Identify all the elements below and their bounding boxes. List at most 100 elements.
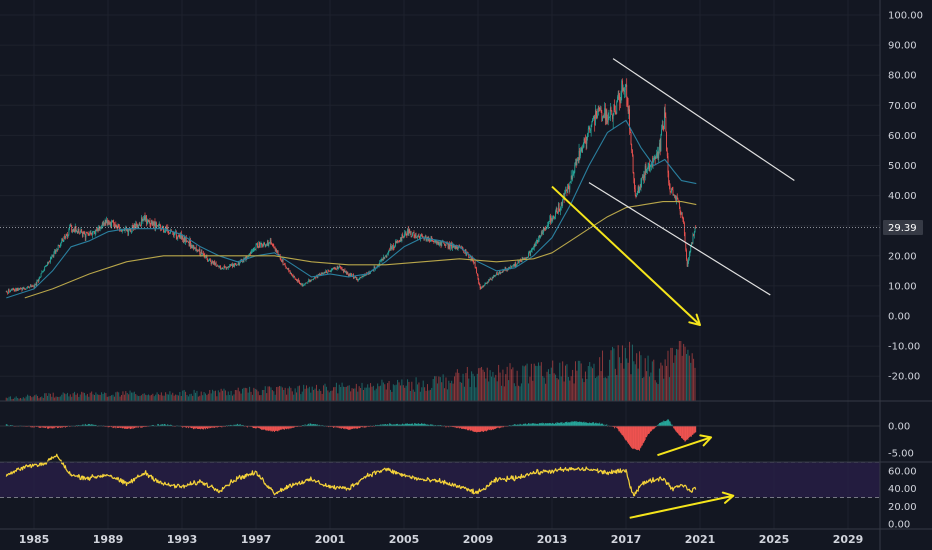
volume-bar [664, 359, 666, 401]
oscillator-bar [6, 424, 8, 426]
trendline-white[interactable] [588, 182, 771, 296]
candle [239, 262, 241, 266]
candle [501, 272, 502, 273]
trendline-yellow[interactable] [629, 491, 735, 519]
candle [12, 287, 14, 291]
volume-bar [79, 394, 81, 401]
oscillator-bar [631, 426, 633, 449]
trendline-yellow[interactable] [551, 185, 701, 326]
oscillator-bar [217, 426, 219, 428]
candle [616, 100, 618, 115]
oscillator-bar [86, 425, 88, 426]
time-tick-label: 2025 [759, 533, 790, 546]
oscillator-bar [687, 426, 689, 440]
candle [136, 224, 138, 229]
volume-bar [249, 386, 251, 401]
trendline-layer[interactable] [0, 58, 880, 519]
oscillator-bar [288, 426, 290, 429]
oscillator-bar [567, 422, 569, 426]
candle [558, 202, 559, 215]
oscillator-bar [583, 421, 585, 426]
oscillator-bar [647, 426, 649, 434]
candle [560, 201, 562, 211]
oscillator-bar [354, 426, 356, 429]
candle [582, 142, 584, 149]
volume-bar [266, 393, 268, 401]
volume-bar [296, 392, 298, 401]
oscillator-bar [152, 424, 154, 426]
volume-bar [288, 386, 290, 401]
oscillator-bar [207, 426, 209, 428]
candle [413, 230, 415, 239]
candle [323, 271, 325, 274]
volume-bar [93, 395, 95, 401]
time-axis[interactable]: 1985 1989 1993 1997 2001 2005 2009 2013 2017 2021… [19, 533, 864, 546]
price-tick-label: 40.00 [888, 191, 917, 202]
candle [488, 279, 490, 282]
oscillator-bar [215, 426, 217, 428]
candle [6, 290, 8, 293]
oscillator-bar [266, 426, 268, 431]
candle [106, 216, 107, 224]
candle [254, 248, 256, 251]
oscillator-bar [140, 426, 142, 428]
oscillator-bar [511, 424, 513, 426]
volume-bar [323, 385, 325, 401]
oscillator-bar [683, 426, 685, 440]
candle [568, 185, 570, 195]
oscillator-bar [641, 426, 643, 446]
candle [673, 194, 675, 198]
candle [572, 170, 574, 176]
oscillator-bar [36, 426, 38, 428]
candle [403, 234, 405, 239]
volume-bar [297, 386, 299, 401]
oscillator-bar [264, 426, 265, 430]
volume-bar [465, 373, 467, 401]
volume-bar [172, 392, 174, 401]
oscillator-bar [252, 426, 254, 429]
candle [58, 244, 60, 246]
candle [62, 239, 64, 243]
volume-bar [102, 393, 104, 401]
oscillator-bar [448, 426, 450, 428]
oscillator-bar [352, 426, 354, 429]
candle [586, 136, 588, 149]
trendline-yellow[interactable] [657, 434, 713, 457]
volume-bar [25, 396, 27, 401]
candle [485, 283, 487, 285]
oscillator-bar [575, 421, 576, 426]
oscillator-bar [484, 426, 486, 431]
price-axis[interactable]: 100.0090.0080.0070.0060.0050.0040.0030.0… [883, 11, 923, 531]
oscillator-bar [613, 426, 615, 427]
volume-bar [115, 392, 117, 401]
trendline-white[interactable] [612, 58, 795, 182]
candle [217, 264, 218, 267]
volume-bar [377, 383, 379, 401]
candle [578, 143, 580, 164]
oscillator-bar [132, 426, 134, 428]
candle [577, 157, 579, 162]
sma-fast-line [6, 119, 697, 299]
candle [546, 224, 548, 229]
candle [343, 269, 344, 274]
candle [192, 244, 194, 251]
candle [250, 250, 252, 255]
volume-bar [89, 392, 91, 401]
candle [238, 261, 240, 267]
candle [548, 221, 549, 230]
candle [595, 104, 596, 126]
candle [133, 224, 135, 231]
volume-bar [493, 377, 495, 401]
candle [358, 277, 360, 280]
oscillator-bar [91, 424, 93, 426]
candle [159, 223, 161, 227]
candle [406, 233, 408, 238]
oscillator-bar [349, 426, 351, 430]
candle [151, 219, 153, 227]
candle [42, 271, 43, 273]
oscillator-bar [278, 426, 280, 431]
candle [681, 212, 682, 215]
volume-bar [259, 395, 261, 401]
oscillator-bar [239, 424, 241, 426]
